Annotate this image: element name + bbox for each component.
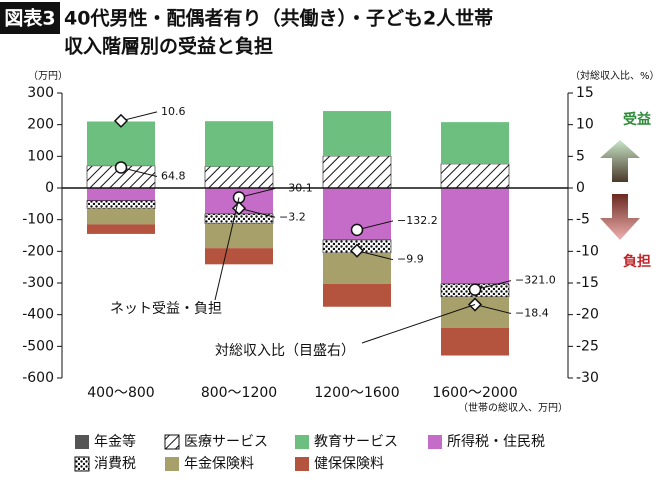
bar-segment <box>87 188 155 201</box>
y-tick-label: 200 <box>27 117 54 133</box>
leader-line <box>238 207 276 218</box>
x-tick-label: 400～800 <box>87 385 154 401</box>
legend-swatch <box>164 434 180 450</box>
legend-swatch <box>165 457 179 471</box>
y-tick-label: 100 <box>27 148 54 164</box>
legend-swatch <box>428 435 442 449</box>
bar-segment <box>205 223 273 249</box>
y-tick-label: -600 <box>22 370 54 386</box>
annotation: 対総収入比（目盛右） <box>215 343 355 359</box>
bar-segment <box>441 122 509 164</box>
y2-tick-label: 15 <box>576 85 594 101</box>
y2-tick-label: -5 <box>576 212 590 228</box>
leader-line <box>356 250 394 261</box>
y-tick-label: 0 <box>45 180 54 196</box>
legend-label: 教育サービス <box>314 434 398 450</box>
chart-subtitle: 収入階層別の受益と負担 <box>64 35 273 58</box>
y2-tick-label: -10 <box>576 243 599 259</box>
benefit-label: 受益 <box>623 111 651 128</box>
value-label: −30.1 <box>279 182 313 195</box>
y-unit: （万円） <box>28 70 68 82</box>
legend-label: 健保保険料 <box>314 456 384 472</box>
badge: 図表3 <box>4 7 55 30</box>
annotation-line <box>361 304 476 344</box>
y-tick-label: -200 <box>22 243 54 259</box>
legend-label: 年金等 <box>94 433 136 450</box>
y2-tick-label: 0 <box>576 180 585 196</box>
y-tick-label: -300 <box>22 275 54 291</box>
value-label: −18.4 <box>515 307 549 320</box>
bar-segment <box>86 200 156 209</box>
legend-swatch <box>295 435 309 449</box>
bar-segment <box>322 155 392 189</box>
y-tick-label: -100 <box>22 212 54 228</box>
burden-arrow <box>600 194 640 240</box>
x-tick-label: 800～1200 <box>201 385 277 401</box>
legend-label: 消費税 <box>94 456 136 472</box>
bar-segment <box>205 248 273 265</box>
badge-box <box>0 2 60 34</box>
net-marker <box>350 223 364 237</box>
x-tick-label: 1200～1600 <box>314 385 399 401</box>
y2-tick-label: 5 <box>576 148 585 164</box>
annotation-line <box>214 197 240 301</box>
burden-label: 負担 <box>623 253 651 270</box>
ratio-marker <box>349 243 365 258</box>
bar-segment <box>87 208 155 225</box>
legend-label: 所得税・住民税 <box>447 433 545 450</box>
legend-swatch <box>75 435 89 449</box>
y-tick-label: 300 <box>27 85 54 101</box>
net-marker <box>468 283 482 296</box>
value-label: −3.2 <box>279 210 306 223</box>
value-label: −321.0 <box>515 274 556 287</box>
value-label: 10.6 <box>161 105 186 118</box>
y2-unit: （対総収入比、%） <box>570 69 660 82</box>
bar-segment <box>323 111 391 157</box>
y2-tick-label: -30 <box>576 370 599 386</box>
leader-line <box>120 111 158 122</box>
ratio-marker <box>231 201 247 216</box>
leader-line <box>474 304 512 315</box>
bar-segment <box>440 163 510 189</box>
chart-title: 40代男性・配偶者有り（共働き）・子ども2人世帯 <box>64 7 493 30</box>
legend-swatch <box>74 456 90 472</box>
legend-label: 年金保険料 <box>184 456 254 472</box>
y-tick-label: -500 <box>22 338 54 354</box>
net-marker <box>114 161 128 174</box>
bar-segment <box>87 224 155 234</box>
legend-label: 医療サービス <box>184 433 268 450</box>
y2-tick-label: -20 <box>576 307 599 323</box>
benefit-arrow <box>600 140 640 182</box>
y2-tick-label: 10 <box>576 117 594 133</box>
x-tick-label: 1600～2000 <box>432 385 517 401</box>
value-label: −132.2 <box>397 214 438 227</box>
bar-segment <box>441 188 509 284</box>
bar-segment <box>204 213 274 224</box>
x-note: （世帯の総収入、万円） <box>458 401 568 414</box>
value-label: 64.8 <box>161 169 186 182</box>
bar-segment <box>204 166 274 189</box>
y2-tick-label: -25 <box>576 338 599 354</box>
annotation: ネット受益・負担 <box>110 301 222 317</box>
bar-segment <box>87 121 155 166</box>
bar-segment <box>205 121 273 167</box>
y2-tick-label: -15 <box>576 275 599 291</box>
legend-swatch <box>295 457 309 471</box>
bar-segment <box>323 252 391 284</box>
bar-segment <box>441 327 509 356</box>
ratio-marker <box>113 113 129 128</box>
value-label: −9.9 <box>397 253 424 266</box>
ratio-marker <box>467 297 483 312</box>
bar-segment <box>323 283 391 307</box>
y-tick-label: -400 <box>22 307 54 323</box>
